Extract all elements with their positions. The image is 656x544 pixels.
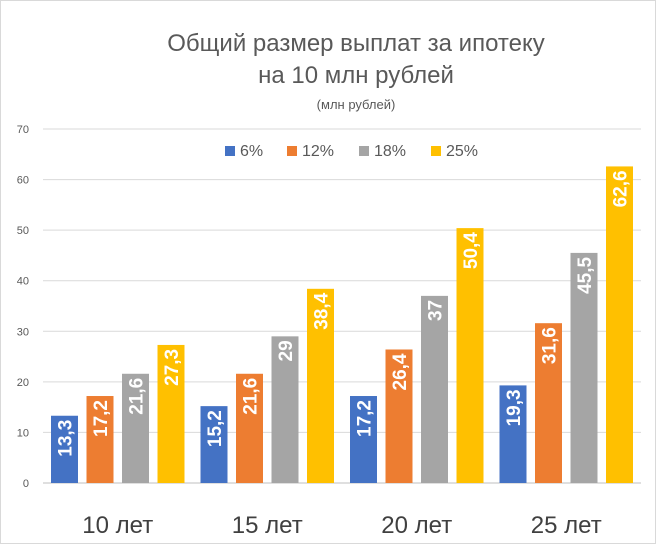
y-tick-label: 10 (17, 427, 29, 439)
y-tick-label: 70 (17, 124, 29, 136)
data-label: 15,2 (205, 410, 226, 447)
data-label: 37 (426, 300, 447, 321)
bar-3-2 (385, 349, 413, 483)
data-label: 29 (276, 340, 297, 361)
legend-swatch (359, 146, 369, 156)
x-category-label: 25 лет (531, 512, 602, 539)
y-tick-label: 30 (17, 326, 29, 338)
chart-title-line-2: на 10 млн рублей (258, 62, 454, 89)
data-label: 50,4 (461, 232, 482, 269)
bar-3-4 (456, 228, 484, 483)
chart-title-line-1: Общий размер выплат за ипотеку (167, 30, 545, 57)
y-tick-label: 50 (17, 225, 29, 237)
data-label: 27,3 (162, 349, 183, 386)
bar-1-4 (157, 344, 185, 483)
x-category-label: 10 лет (82, 512, 153, 539)
data-label: 17,2 (91, 400, 112, 437)
data-label: 45,5 (575, 256, 596, 293)
bar-4-3 (570, 252, 598, 483)
bar-3-3 (421, 295, 448, 483)
data-label: 21,6 (127, 378, 148, 415)
data-labels: 13,3 17,2 21,6 27,3 15,2 21,6 29 38,4 17,2 26,4 37… (56, 170, 632, 456)
y-axis-ticks: 0 10 20 30 40 50 60 70 (17, 124, 29, 490)
legend-swatch (431, 146, 441, 156)
bar-2-3 (271, 336, 299, 483)
x-axis-categories: 10 лет 15 лет 20 лет 25 лет (82, 512, 601, 539)
legend-label: 25% (446, 143, 478, 160)
y-tick-label: 60 (17, 175, 29, 187)
legend-label: 6% (240, 143, 263, 160)
chart-subtitle: (млн рублей) (317, 97, 396, 112)
x-category-label: 15 лет (232, 512, 303, 539)
legend-label: 12% (302, 143, 334, 160)
x-category-label: 20 лет (381, 512, 452, 539)
legend: 6% 12% 18% 25% (225, 143, 478, 160)
bars (51, 166, 633, 483)
bar-2-2 (236, 373, 263, 483)
data-label: 26,4 (390, 353, 411, 390)
data-label: 17,2 (355, 400, 376, 437)
bar-4-2 (535, 323, 562, 483)
y-tick-label: 0 (23, 478, 29, 490)
y-tick-label: 20 (17, 377, 29, 389)
bar-2-1 (200, 406, 228, 483)
bar-2-4 (307, 288, 334, 483)
legend-label: 18% (374, 143, 406, 160)
bar-1-1 (51, 415, 78, 483)
legend-swatch (225, 146, 235, 156)
data-label: 13,3 (56, 420, 77, 457)
bar-4-1 (499, 385, 527, 483)
legend-swatch (287, 146, 297, 156)
data-label: 62,6 (611, 170, 632, 207)
data-label: 21,6 (241, 378, 262, 415)
data-label: 19,3 (504, 389, 525, 426)
bar-1-3 (122, 373, 149, 483)
bar-3-1 (350, 396, 377, 483)
data-label: 31,6 (540, 327, 561, 364)
y-tick-label: 40 (17, 276, 29, 288)
data-label: 38,4 (312, 292, 333, 329)
bar-4-4 (606, 166, 633, 483)
bar-1-2 (86, 396, 114, 483)
